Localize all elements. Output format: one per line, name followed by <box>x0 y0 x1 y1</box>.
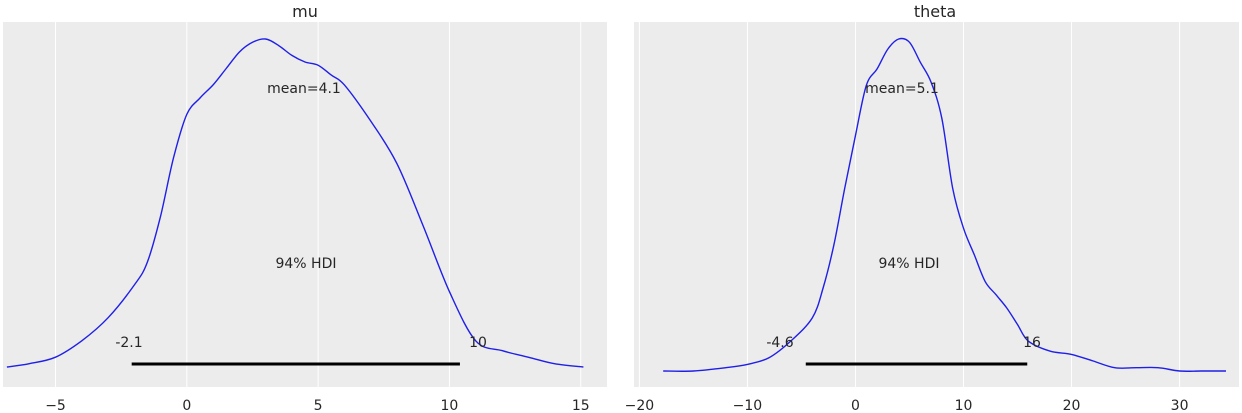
theta-x-tick-label: 10 <box>955 398 973 413</box>
mu-hdi-label: 94% HDI <box>275 256 336 272</box>
mu-x-tick-label: −5 <box>45 398 66 413</box>
theta-mean-label: mean=5.1 <box>865 81 939 97</box>
theta-hdi-low-label: -4.6 <box>766 335 793 351</box>
theta-x-tick-label: 0 <box>851 398 860 413</box>
mu-x-tick-label: 10 <box>441 398 459 413</box>
mu-plot-background <box>3 22 607 387</box>
theta-x-tick-label: −20 <box>625 398 655 413</box>
theta-x-tick-label: −10 <box>733 398 763 413</box>
mu-x-tick-label: 5 <box>314 398 323 413</box>
theta-x-tick-label: 30 <box>1171 398 1189 413</box>
mu-x-tick-label: 15 <box>572 398 590 413</box>
theta-density-line <box>663 37 1226 372</box>
theta-plot-background <box>634 22 1239 387</box>
theta-panel: theta mean=5.1 94% HDI -4.6 16 −20 −10 0 10… <box>625 2 1239 413</box>
mu-hdi-low-label: -2.1 <box>115 335 142 351</box>
theta-title: theta <box>914 2 956 21</box>
mu-panel: mu mean=4.1 94% HDI -2.1 10 −5 0 5 10 15 <box>3 2 607 413</box>
mu-density-line <box>6 38 584 368</box>
mu-hdi-high-label: 10 <box>469 335 487 351</box>
mu-title: mu <box>292 2 318 21</box>
theta-hdi-label: 94% HDI <box>878 256 939 272</box>
theta-hdi-high-label: 16 <box>1023 335 1041 351</box>
mu-x-tick-label: 0 <box>182 398 191 413</box>
mu-mean-label: mean=4.1 <box>267 81 341 97</box>
theta-x-tick-label: 20 <box>1063 398 1081 413</box>
